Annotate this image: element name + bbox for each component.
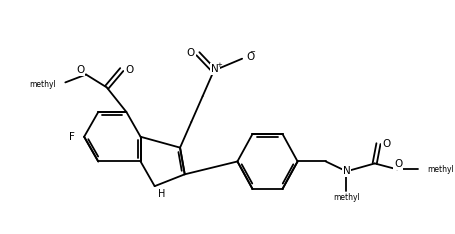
Text: O: O <box>246 52 254 62</box>
Text: methyl: methyl <box>29 80 56 89</box>
Text: methyl: methyl <box>333 193 359 201</box>
Text: +: + <box>216 62 222 68</box>
Text: O: O <box>393 159 401 169</box>
Text: H: H <box>157 189 165 199</box>
Text: O: O <box>381 139 389 149</box>
Text: O: O <box>187 48 195 58</box>
Text: F: F <box>69 132 75 142</box>
Text: N: N <box>211 64 218 73</box>
Text: N: N <box>342 166 349 176</box>
Text: O: O <box>76 65 84 75</box>
Text: methyl: methyl <box>426 165 453 174</box>
Text: O: O <box>125 65 133 75</box>
Text: −: − <box>249 49 255 55</box>
